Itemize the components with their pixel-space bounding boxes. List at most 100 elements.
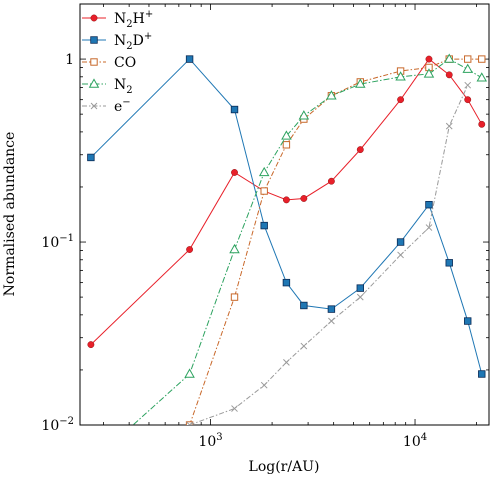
data-point-e-b xyxy=(231,405,238,412)
data-point-e-a xyxy=(186,421,191,425)
series-line-e xyxy=(189,84,469,425)
data-point-e-b xyxy=(188,421,193,425)
legend-label-co: CO xyxy=(114,55,136,71)
data-point-e-b xyxy=(397,251,404,259)
data-point-n2 xyxy=(229,243,240,254)
data-point-n2h xyxy=(464,96,472,104)
data-point-e xyxy=(283,358,290,366)
data-point-n2d xyxy=(396,238,405,246)
data-point-e-b xyxy=(260,381,268,389)
data-point-e xyxy=(186,421,193,425)
data-point-n2h xyxy=(231,169,238,176)
x-tick-label: 103 xyxy=(198,432,222,450)
legend-item-n2h: N2H+ xyxy=(82,9,153,30)
data-point-e-b xyxy=(328,317,335,325)
series-n2d xyxy=(87,55,486,378)
data-point-n2 xyxy=(298,110,310,120)
data-point-n2h xyxy=(327,177,335,185)
legend-label-n2h: N2H+ xyxy=(114,9,153,30)
data-point-n2d xyxy=(300,301,308,310)
legend-marker-n2h xyxy=(90,14,98,22)
legend-item-co: CO xyxy=(82,55,136,71)
data-point-n2h xyxy=(397,96,404,104)
data-point-n2 xyxy=(462,63,473,73)
data-point-n2h xyxy=(186,246,193,253)
legend-marker-e-b xyxy=(90,102,98,110)
data-point-n2h xyxy=(478,120,486,128)
data-point-n2h xyxy=(356,146,364,154)
y-tick-label: 10−2 xyxy=(41,416,74,434)
data-point-n2d xyxy=(230,105,239,114)
data-point-n2h xyxy=(300,195,308,202)
plot-frame xyxy=(79,3,490,426)
data-point-co xyxy=(260,187,268,195)
data-point-n2 xyxy=(443,53,455,63)
axis-ticks: 103 104 10−2 10−1 1 xyxy=(41,3,489,450)
data-point-e-b xyxy=(464,81,472,89)
legend: N2H+N2D+ CO N2e− xyxy=(82,9,153,115)
y-tick-label: 1 xyxy=(65,52,74,68)
series-n2 xyxy=(86,53,488,466)
y-tick-label: 10−1 xyxy=(41,233,74,251)
data-point-n2d xyxy=(356,284,365,292)
data-point-e xyxy=(328,317,335,325)
legend-marker-co xyxy=(90,58,98,66)
data-point-n2d xyxy=(327,305,336,313)
legend-item-n2d: N2D+ xyxy=(82,31,152,52)
x-axis-label: Log(r/AU) xyxy=(249,459,320,475)
data-point-co xyxy=(282,141,291,149)
data-point-n2 xyxy=(86,458,95,466)
data-point-e xyxy=(356,293,364,301)
legend-marker-n2 xyxy=(88,78,100,88)
series-n2h xyxy=(87,55,486,349)
legend-label-n2d: N2D+ xyxy=(114,31,152,52)
data-point-n2 xyxy=(281,130,292,140)
data-point-e-b xyxy=(283,358,290,366)
data-point-n2 xyxy=(326,90,337,100)
x-tick-label: 104 xyxy=(403,432,427,450)
series-line-n2d xyxy=(90,58,483,375)
series-e xyxy=(186,81,472,425)
data-point-e xyxy=(260,381,268,389)
data-point-n2d xyxy=(260,221,268,230)
legend-item-e: e− xyxy=(82,97,131,115)
data-point-n2d xyxy=(425,200,433,209)
data-point-co xyxy=(230,293,239,301)
data-point-n2h xyxy=(445,71,453,79)
data-point-e xyxy=(425,224,433,231)
data-point-n2h xyxy=(87,341,95,349)
data-point-n2 xyxy=(423,68,435,78)
data-point-e xyxy=(445,122,453,130)
data-point-n2h xyxy=(425,55,433,63)
data-point-n2 xyxy=(258,166,270,177)
data-point-e xyxy=(397,251,404,259)
data-point-co xyxy=(464,55,472,63)
series-line-co xyxy=(189,58,482,425)
legend-marker-n2d xyxy=(90,36,98,44)
data-point-n2d xyxy=(87,153,95,162)
series-layer xyxy=(86,53,488,466)
legend-item-n2: N2 xyxy=(82,77,133,96)
data-point-n2 xyxy=(395,71,406,81)
legend-label-n2: N2 xyxy=(114,77,133,96)
data-point-n2d xyxy=(445,259,453,267)
legend-marker-e xyxy=(90,102,98,110)
data-point-e-b xyxy=(425,224,433,231)
data-point-co xyxy=(478,55,486,63)
data-point-e xyxy=(231,405,238,412)
legend-label-e: e− xyxy=(114,97,131,115)
data-point-e-b xyxy=(445,122,453,130)
data-point-co xyxy=(185,421,194,425)
data-point-n2d xyxy=(282,278,291,287)
data-point-n2 xyxy=(355,78,366,88)
data-point-n2d xyxy=(464,317,472,325)
series-line-n2 xyxy=(132,58,483,425)
data-point-n2h xyxy=(283,196,290,204)
data-point-n2 xyxy=(476,72,488,82)
data-point-e xyxy=(300,342,308,350)
data-point-n2d xyxy=(185,55,194,63)
data-point-e-b xyxy=(300,342,308,350)
y-axis-label: Normalised abundance xyxy=(2,132,18,297)
data-point-e-b xyxy=(356,293,364,301)
